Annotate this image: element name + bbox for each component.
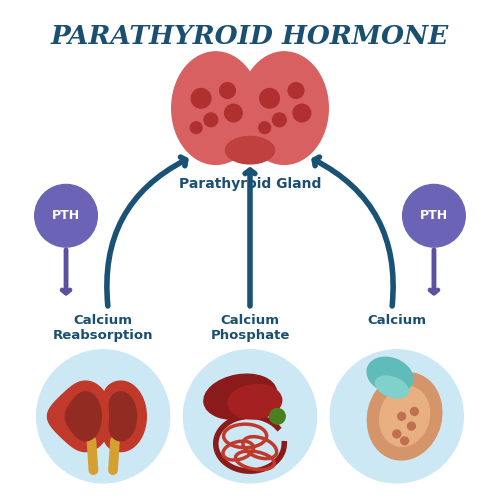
- Text: PARATHYROID HORMONE: PARATHYROID HORMONE: [51, 24, 449, 49]
- Circle shape: [220, 82, 236, 98]
- Circle shape: [224, 104, 242, 122]
- Circle shape: [398, 412, 406, 420]
- Circle shape: [393, 430, 400, 438]
- Text: PTH: PTH: [420, 210, 448, 222]
- Ellipse shape: [368, 373, 442, 460]
- Circle shape: [410, 408, 418, 416]
- Polygon shape: [48, 381, 111, 452]
- Circle shape: [259, 122, 270, 134]
- Circle shape: [270, 408, 285, 424]
- Circle shape: [36, 350, 170, 483]
- Polygon shape: [110, 392, 136, 441]
- Circle shape: [260, 88, 280, 108]
- Circle shape: [192, 88, 211, 108]
- Circle shape: [408, 422, 416, 430]
- Circle shape: [34, 184, 98, 247]
- Polygon shape: [104, 381, 146, 452]
- Text: Calcium
Reabsorption: Calcium Reabsorption: [53, 314, 154, 342]
- Text: Parathyroid Gland: Parathyroid Gland: [179, 176, 321, 190]
- Circle shape: [402, 184, 466, 247]
- Ellipse shape: [380, 386, 430, 446]
- Circle shape: [293, 104, 310, 122]
- Circle shape: [184, 350, 316, 483]
- Ellipse shape: [376, 376, 408, 398]
- Text: Calcium: Calcium: [368, 314, 426, 326]
- Ellipse shape: [228, 384, 281, 419]
- Text: PTH: PTH: [52, 210, 80, 222]
- Ellipse shape: [226, 136, 274, 164]
- Circle shape: [330, 350, 464, 483]
- Ellipse shape: [204, 374, 277, 420]
- Circle shape: [288, 82, 304, 98]
- Text: Calcium
Phosphate: Calcium Phosphate: [210, 314, 290, 342]
- Ellipse shape: [240, 52, 328, 164]
- Circle shape: [204, 113, 218, 126]
- Ellipse shape: [172, 52, 260, 164]
- Ellipse shape: [367, 358, 413, 393]
- Circle shape: [190, 122, 202, 134]
- Circle shape: [272, 113, 286, 126]
- Circle shape: [400, 437, 408, 444]
- Polygon shape: [66, 392, 102, 441]
